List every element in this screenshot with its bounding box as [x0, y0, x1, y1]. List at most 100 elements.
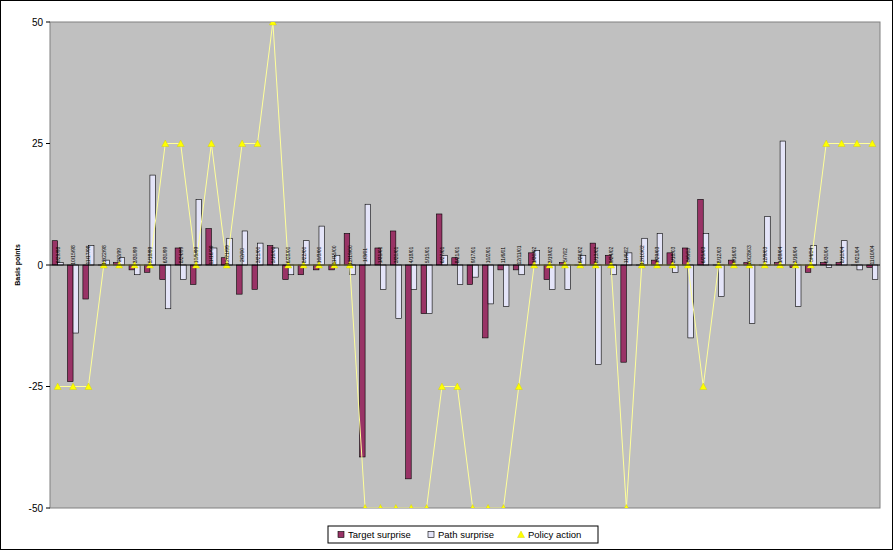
policy-marker — [254, 140, 261, 147]
x-tick-label: 1/28/04 — [777, 246, 783, 263]
bar — [565, 265, 571, 289]
x-tick-label: 3/18/03 — [670, 246, 676, 263]
x-tick-label: 12/9/03 — [762, 246, 768, 263]
bar — [513, 265, 519, 270]
x-tick-label: 10/3/00 — [316, 246, 322, 263]
x-tick-label: 6/26/02 — [577, 246, 583, 263]
bar — [396, 265, 402, 318]
x-tick-label: 11/16/99 — [208, 245, 214, 264]
x-tick-label: 12/11/01 — [516, 245, 522, 264]
x-tick-label: 6/25/03 — [700, 246, 706, 263]
x-tick-label: 12/10/02 — [639, 245, 645, 265]
policy-marker — [469, 505, 476, 509]
x-tick-label: 6/28/00 — [285, 246, 291, 263]
policy-marker — [362, 505, 369, 509]
x-tick-label: 11/6/02 — [623, 247, 629, 264]
zero-line — [50, 265, 880, 266]
policy-marker — [853, 140, 860, 147]
x-tick-label: 11/17/98 — [85, 245, 91, 264]
bar — [780, 141, 786, 265]
x-tick-label: 3/21/00 — [255, 246, 261, 263]
policy-marker — [392, 505, 399, 509]
x-tick-label: 5/6/03 — [685, 248, 691, 262]
policy-marker — [485, 505, 492, 509]
bar — [488, 265, 494, 304]
legend: Target surprise Path surprise Policy actio… — [328, 526, 598, 543]
bar — [73, 265, 79, 333]
legend-label: Target surprise — [348, 529, 411, 540]
bar — [83, 265, 89, 299]
legend-label: Path surprise — [438, 529, 494, 540]
x-tick-label: 1/29/03 — [654, 246, 660, 263]
policy-marker — [239, 140, 246, 147]
x-tick-label: 6/30/99 — [162, 246, 168, 263]
x-tick-label: 12/22/98 — [101, 245, 107, 265]
legend-label: Policy action — [528, 529, 581, 540]
chart: -50-2502550Basis points9/29/9810/15/9811… — [0, 0, 893, 550]
x-tick-label: 10/15/98 — [70, 245, 76, 265]
plot-area — [50, 22, 880, 508]
x-tick-label: 12/21/99 — [224, 245, 230, 265]
x-tick-label: 5/16/00 — [270, 246, 276, 263]
x-tick-label: 10/28/03 — [746, 245, 752, 265]
y-tick — [46, 265, 50, 266]
x-tick-label: 11/6/01 — [500, 247, 506, 264]
x-tick-label: 12/19/00 — [347, 245, 353, 265]
policy-marker — [54, 383, 61, 390]
x-tick-label: 10/2/01 — [485, 246, 491, 263]
x-tick-label: 8/21/01 — [454, 246, 460, 263]
x-tick-label: 3/20/01 — [393, 246, 399, 263]
policy-marker — [500, 505, 507, 509]
x-tick-label: 6/27/01 — [439, 246, 445, 263]
x-tick-label: 9/16/03 — [731, 246, 737, 263]
policy-marker — [85, 383, 92, 390]
bar — [872, 265, 878, 280]
bar — [550, 265, 556, 289]
y-axis-label: Basis points — [14, 244, 22, 286]
x-tick-label: 1/30/02 — [531, 246, 537, 263]
policy-marker — [869, 140, 876, 147]
policy-marker — [177, 140, 184, 147]
x-tick-label: 8/24/99 — [178, 246, 184, 263]
policy-marker — [515, 383, 522, 390]
legend-swatch — [338, 532, 344, 538]
policy-marker — [377, 505, 384, 509]
x-tick-label: 2/3/99 — [116, 248, 122, 262]
y-tick-label: 25 — [32, 138, 44, 149]
policy-marker — [700, 383, 707, 390]
bar — [406, 265, 412, 479]
y-tick — [46, 143, 50, 144]
bar — [621, 265, 627, 362]
policy-marker — [623, 505, 630, 509]
bar — [68, 265, 74, 382]
bar — [380, 265, 386, 289]
x-tick-label: 1/31/01 — [377, 246, 383, 263]
x-tick-label: 4/18/01 — [408, 246, 414, 263]
x-tick-label: 8/12/03 — [716, 246, 722, 263]
x-tick-label: 8/22/00 — [301, 246, 307, 263]
bar — [483, 265, 489, 338]
policy-marker — [70, 383, 77, 390]
x-tick-label: 9/24/02 — [608, 246, 614, 263]
x-tick-label: 11/15/00 — [331, 245, 337, 264]
policy-marker — [162, 140, 169, 147]
bar — [498, 265, 504, 270]
policy-marker — [838, 140, 845, 147]
bar — [503, 265, 509, 306]
policy-marker — [454, 383, 461, 390]
x-tick-label: 5/7/02 — [562, 248, 568, 262]
policy-marker — [438, 383, 445, 390]
bar — [252, 265, 258, 289]
bar — [237, 265, 243, 294]
x-tick-label: 2/2/00 — [239, 248, 245, 262]
policy-marker — [269, 22, 276, 25]
y-tick-label: 0 — [37, 260, 43, 271]
x-tick-label: 3/30/99 — [132, 246, 138, 263]
x-tick-label: 8/13/02 — [593, 246, 599, 263]
policy-marker — [823, 140, 830, 147]
policy-marker — [208, 140, 215, 147]
x-tick-label: 5/15/01 — [424, 246, 430, 263]
x-tick-label: 6/30/04 — [823, 246, 829, 263]
legend-swatch — [518, 531, 525, 538]
x-tick-label: 11/10/04 — [869, 245, 875, 264]
